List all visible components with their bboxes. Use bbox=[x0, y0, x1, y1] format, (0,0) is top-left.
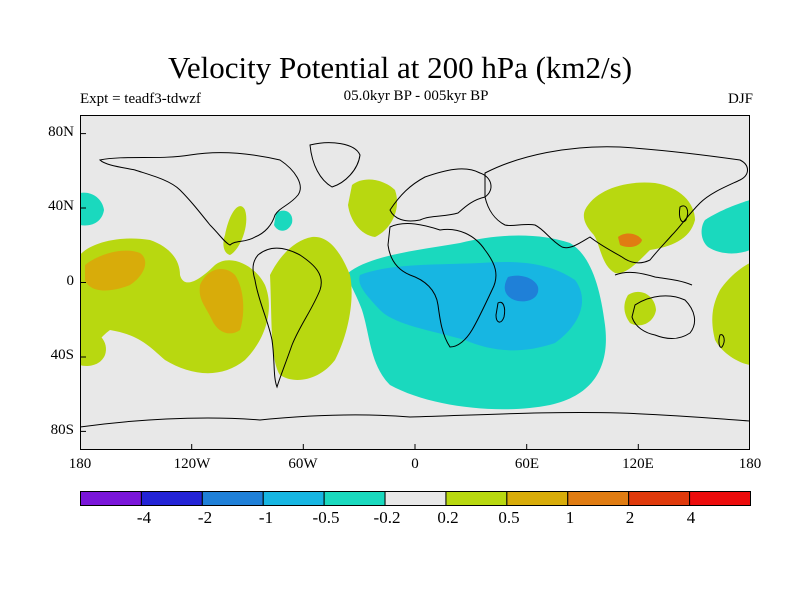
contour-atlantic-small bbox=[274, 210, 293, 231]
coast-asia bbox=[484, 146, 748, 264]
colorbar-label: -1 bbox=[258, 508, 274, 527]
colorbar bbox=[80, 491, 752, 506]
map-subtitle: 05.0kyr BP - 005kyr BP bbox=[343, 88, 489, 104]
colorbar-label: 4 bbox=[686, 508, 696, 527]
colorbar-boxes bbox=[80, 491, 752, 506]
colorbar-box bbox=[445, 491, 508, 506]
coast-new-zealand bbox=[718, 334, 725, 348]
contour-north-atlantic-pos bbox=[348, 179, 398, 237]
contour-east-pacific-max bbox=[199, 269, 244, 334]
contour-indian-ocean-min bbox=[504, 275, 539, 302]
colorbar-box bbox=[689, 491, 752, 506]
experiment-label: Expt = teadf3-tdwzf bbox=[80, 91, 201, 107]
colorbar-box bbox=[201, 491, 264, 506]
lon-label-0: 0 bbox=[411, 456, 419, 472]
season-label: DJF bbox=[727, 91, 753, 107]
coast-japan bbox=[679, 205, 689, 223]
coast-madagascar bbox=[495, 301, 506, 323]
lon-label-180w: 180 bbox=[68, 456, 92, 472]
lat-label-40s: 40S bbox=[50, 347, 74, 363]
coast-indonesia bbox=[614, 271, 693, 286]
colorbar-label: 2 bbox=[625, 508, 635, 527]
lon-label-60e: 60E bbox=[514, 456, 540, 472]
colorbar-box bbox=[323, 491, 386, 506]
lon-label-60w: 60W bbox=[288, 456, 318, 472]
contour-east-china-max bbox=[618, 233, 642, 248]
lon-label-120e: 120E bbox=[622, 456, 654, 472]
colorbar-label: 0.2 bbox=[437, 508, 459, 527]
colorbar-box bbox=[262, 491, 325, 506]
colorbar-label: -2 bbox=[197, 508, 213, 527]
colorbar-label: -0.2 bbox=[373, 508, 401, 527]
contour-central-pacific-max bbox=[85, 250, 146, 291]
colorbar-label: -4 bbox=[136, 508, 152, 527]
map-ticks bbox=[80, 133, 639, 450]
velocity-potential-map bbox=[80, 115, 750, 450]
colorbar-box bbox=[384, 491, 447, 506]
colorbar-box bbox=[567, 491, 630, 506]
colorbar-box bbox=[140, 491, 203, 506]
contour-north-pacific-lobe bbox=[223, 206, 247, 255]
lat-label-80n: 80N bbox=[48, 124, 74, 140]
coast-antarctica bbox=[80, 411, 750, 428]
contour-pacific-small bbox=[80, 192, 104, 226]
contour-west-pacific-neg bbox=[701, 200, 750, 254]
colorbar-box bbox=[80, 491, 142, 506]
coastlines bbox=[80, 142, 750, 428]
coast-south-america bbox=[252, 247, 322, 389]
lat-label-0: 0 bbox=[66, 273, 75, 289]
map-title: Velocity Potential at 200 hPa (km2/s) bbox=[167, 50, 633, 85]
colorbar-label: 0.5 bbox=[498, 508, 520, 527]
colorbar-box bbox=[506, 491, 569, 506]
coast-australia bbox=[631, 295, 696, 339]
lat-label-80s: 80S bbox=[50, 422, 74, 438]
contour-south-pacific-lobe bbox=[80, 329, 106, 366]
colorbar-label: 1 bbox=[565, 508, 575, 527]
coast-north-america bbox=[98, 152, 301, 246]
lon-label-180e: 180 bbox=[738, 456, 762, 472]
colorbar-box bbox=[628, 491, 691, 506]
colorbar-label: -0.5 bbox=[312, 508, 340, 527]
contour-sw-pacific-pos bbox=[712, 263, 750, 365]
lat-label-40n: 40N bbox=[48, 198, 74, 214]
coast-greenland bbox=[309, 142, 361, 188]
coast-africa bbox=[387, 223, 497, 348]
velocity-potential-field bbox=[80, 179, 750, 410]
lon-label-120w: 120W bbox=[173, 456, 211, 472]
